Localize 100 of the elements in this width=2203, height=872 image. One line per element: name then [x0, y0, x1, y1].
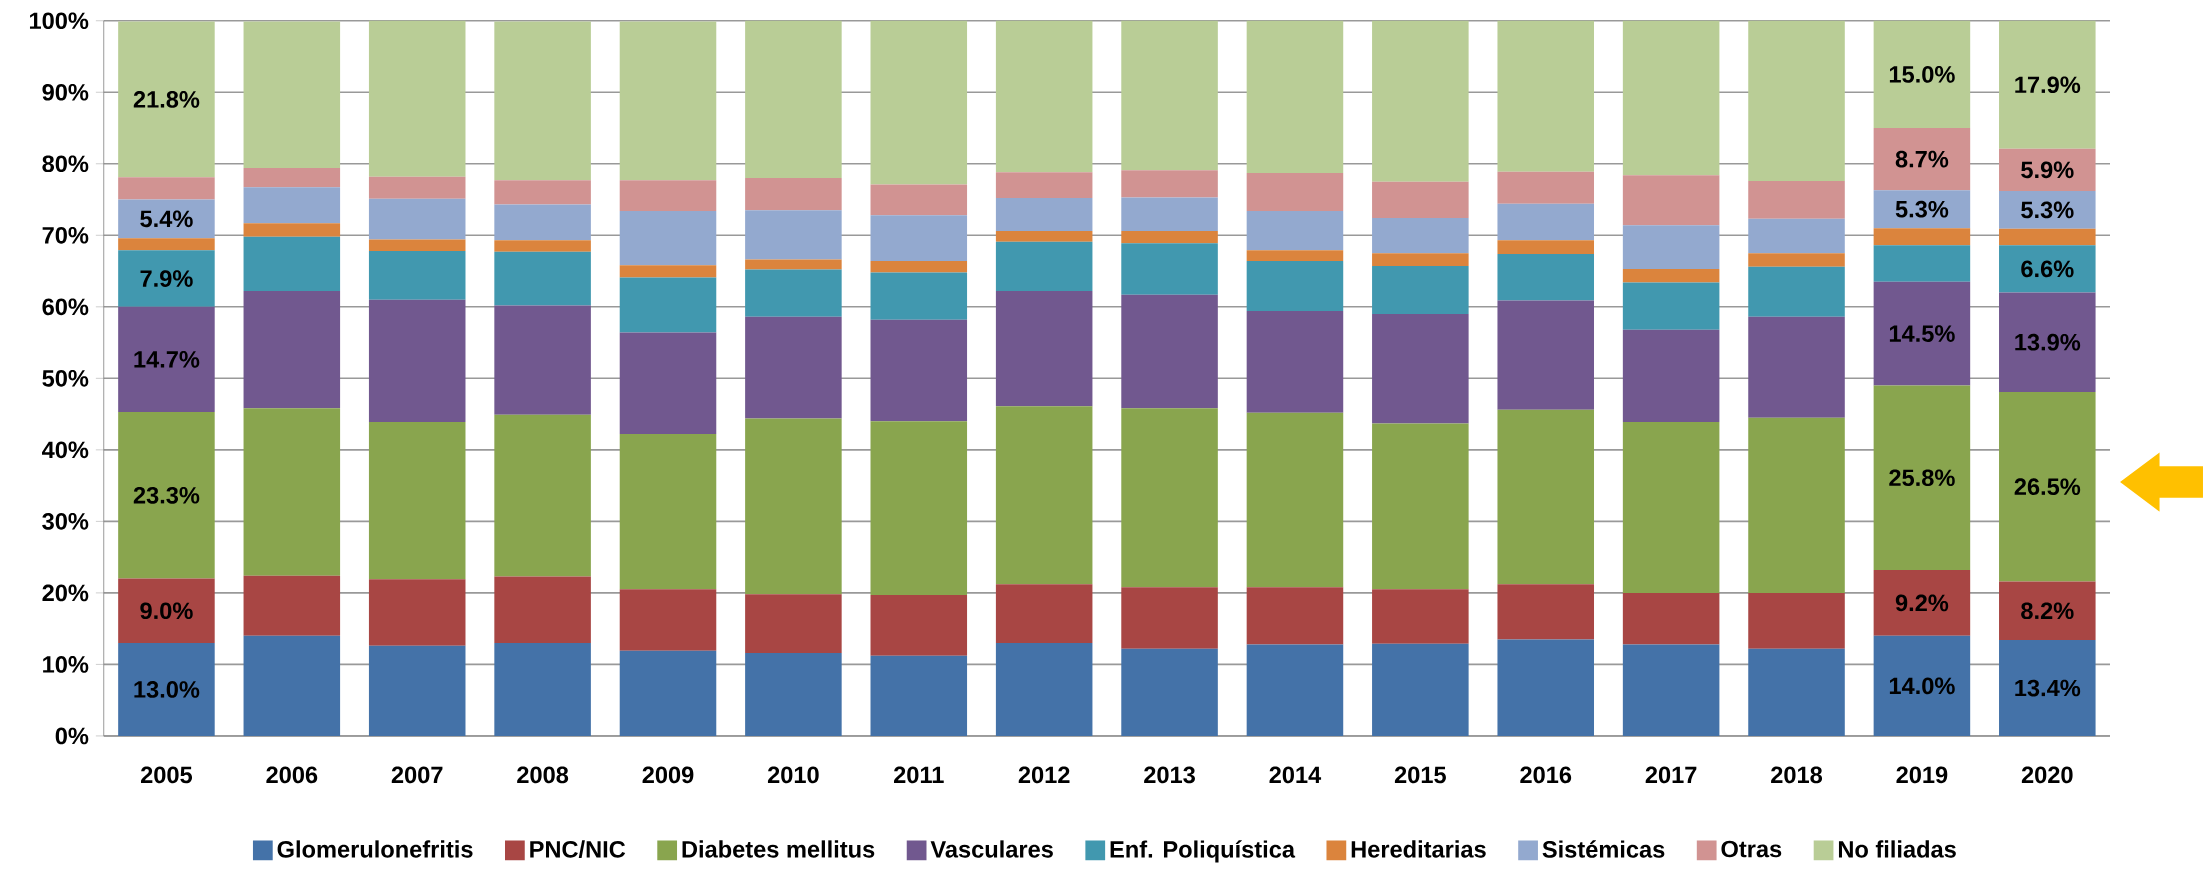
- x-tick-label: 2016: [1520, 766, 1572, 784]
- bar: [494, 251, 591, 306]
- bar: [619, 433, 717, 590]
- bar: [619, 650, 717, 736]
- bar: [995, 406, 1093, 585]
- bar: [1246, 260, 1344, 311]
- bar: [870, 184, 968, 216]
- data-label: 8.2%: [2021, 602, 2074, 619]
- bar: [1999, 190, 2096, 229]
- data-label: 25.8%: [1889, 469, 1955, 486]
- bar: [494, 21, 591, 181]
- bar: [1246, 250, 1344, 261]
- bar: [1873, 190, 1971, 229]
- bar: [995, 197, 1093, 231]
- bar: [619, 180, 717, 211]
- bar: [1999, 228, 2096, 246]
- bar: [745, 259, 842, 270]
- bar: [494, 414, 591, 577]
- bar: [745, 20, 842, 178]
- bar: [1497, 409, 1595, 585]
- bar: [1372, 253, 1469, 266]
- bar: [1748, 180, 1845, 219]
- x-tick-label: 2017: [1645, 766, 1697, 784]
- bar: [1246, 210, 1344, 251]
- bar: [1622, 329, 1720, 422]
- bar: [1622, 225, 1720, 269]
- data-label: 6.6%: [2021, 260, 2074, 278]
- bar: [243, 167, 341, 188]
- bar: [243, 236, 341, 291]
- legend-label: No filiadas: [1838, 840, 1956, 858]
- bar: [118, 177, 215, 200]
- data-label: 9.2%: [1895, 594, 1949, 612]
- bar: [995, 290, 1093, 407]
- bar: [1622, 421, 1720, 593]
- bar: [1497, 300, 1595, 410]
- bar: [368, 176, 466, 199]
- bar: [118, 250, 215, 307]
- bar: [1873, 635, 1971, 736]
- bar: [243, 223, 341, 237]
- x-tick-label: 2007: [391, 766, 443, 784]
- bar: [1748, 316, 1845, 418]
- x-tick-label: 2005: [140, 766, 193, 784]
- y-tick-label: 60%: [42, 298, 89, 316]
- bar: [619, 589, 717, 651]
- x-tick-label: 2018: [1771, 766, 1823, 784]
- bar: [1497, 171, 1595, 204]
- bar: [995, 241, 1093, 291]
- legend-label: Enf. Poliquística: [1110, 840, 1296, 863]
- bar: [619, 277, 717, 333]
- bar: [995, 642, 1093, 736]
- x-tick-label: 2014: [1269, 766, 1322, 784]
- bar: [368, 198, 466, 240]
- data-label: 8.7%: [1895, 150, 1949, 168]
- bar: [243, 21, 341, 168]
- data-label: 13.0%: [134, 680, 200, 698]
- data-label: 14.7%: [134, 350, 200, 368]
- bar: [745, 594, 842, 653]
- bar: [1121, 230, 1218, 244]
- bar: [1873, 569, 1971, 636]
- bar: [1999, 20, 2096, 149]
- data-label: 14.0%: [1889, 677, 1955, 695]
- bar: [1497, 639, 1595, 736]
- bar: [619, 265, 717, 278]
- bar: [1873, 385, 1971, 570]
- bar: [1497, 584, 1595, 640]
- bar: [243, 408, 341, 576]
- y-tick-label: 40%: [42, 441, 89, 459]
- bar: [118, 306, 215, 412]
- data-label: 9.0%: [140, 602, 193, 619]
- legend-label: Sistémicas: [1542, 840, 1665, 858]
- bar: [243, 635, 341, 736]
- bar: [118, 642, 215, 736]
- bar: [1121, 197, 1218, 231]
- bar: [368, 579, 466, 646]
- y-tick-label: 50%: [42, 369, 89, 387]
- bar: [1372, 423, 1469, 590]
- bar: [1748, 648, 1845, 736]
- bar: [118, 578, 215, 643]
- y-tick-label: 70%: [42, 226, 89, 244]
- bar: [1121, 243, 1218, 295]
- y-tick-label: 90%: [42, 83, 89, 101]
- data-label: 17.9%: [2015, 76, 2081, 93]
- bar: [870, 272, 968, 320]
- bar: [1497, 240, 1595, 254]
- bar: [870, 421, 968, 595]
- bar: [1873, 245, 1971, 282]
- bar: [1999, 639, 2096, 736]
- bar: [1622, 644, 1720, 736]
- x-tick-label: 2011: [893, 766, 944, 784]
- data-label: 5.3%: [2021, 201, 2074, 219]
- bar: [995, 230, 1093, 242]
- y-tick-label: 10%: [43, 655, 89, 673]
- x-tick-label: 2012: [1018, 766, 1070, 784]
- bar: [1372, 181, 1469, 218]
- bar: [1372, 20, 1469, 182]
- bar: [1999, 292, 2096, 392]
- bar: [1999, 148, 2096, 191]
- bar: [1497, 20, 1595, 172]
- bar: [1372, 218, 1469, 254]
- bar: [870, 319, 968, 422]
